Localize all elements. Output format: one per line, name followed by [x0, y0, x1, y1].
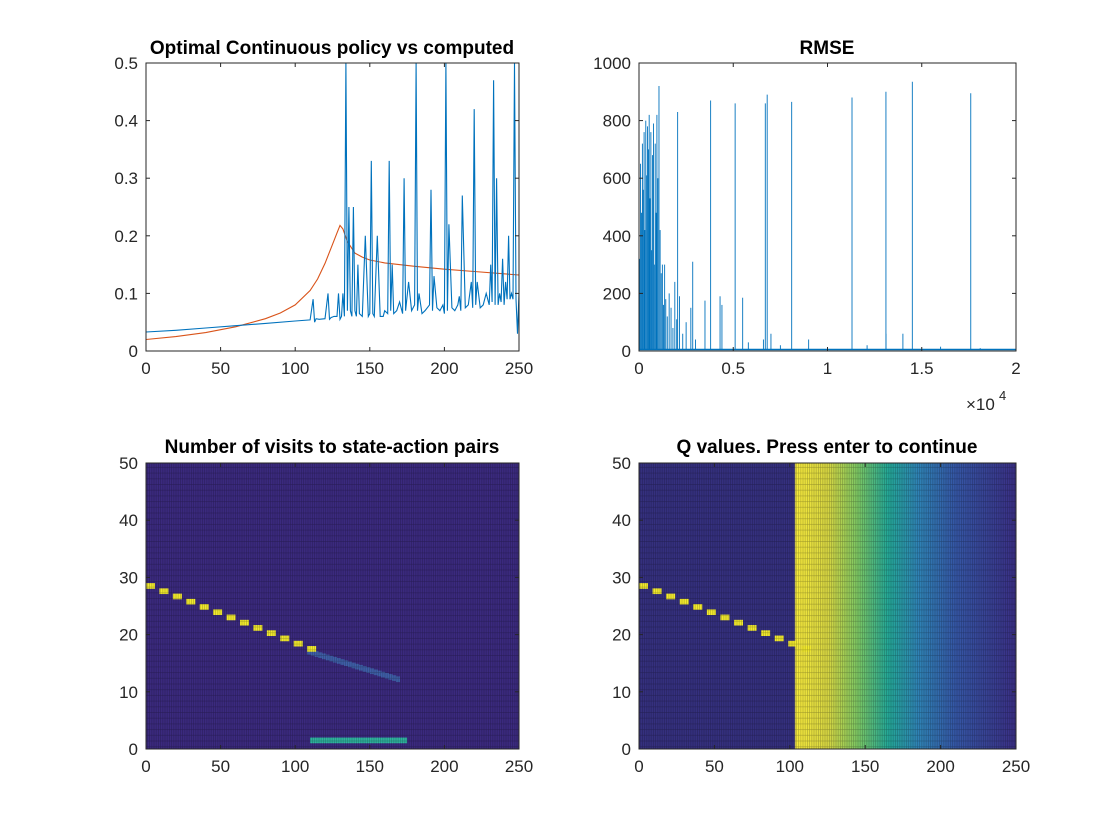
x-tick-label: 250 — [505, 757, 533, 776]
x-tick-label: 100 — [281, 359, 309, 378]
cell-grid — [146, 463, 519, 749]
rmse-plot-box — [638, 62, 1017, 352]
x-tick-label: 0 — [141, 757, 150, 776]
x-tick-label: 50 — [211, 359, 230, 378]
y-tick-label: 40 — [119, 511, 138, 530]
y-tick-label: 400 — [603, 227, 631, 246]
x-tick-label: 150 — [851, 757, 879, 776]
x-tick-label: 1 — [823, 359, 832, 378]
panel-rmse: RMSE 0 0.5 1 1.5 2 0 200 400 600 800 1000 ×10 4 — [593, 38, 1021, 414]
y-tick-label: 0.5 — [114, 54, 138, 73]
x-tick-label: 150 — [356, 757, 384, 776]
x-tick-label: 0 — [634, 757, 643, 776]
y-tick-label: 0 — [129, 342, 138, 361]
x-tick-label: 250 — [505, 359, 533, 378]
policy-plot-box — [145, 62, 520, 352]
x-tick-label: 100 — [281, 757, 309, 776]
y-tick-label: 0.4 — [114, 112, 138, 131]
x-tick-label: 50 — [705, 757, 724, 776]
y-tick-label: 20 — [119, 626, 138, 645]
x-tick-label: 0.5 — [721, 359, 745, 378]
rmse-chart-title: RMSE — [800, 38, 855, 59]
y-tick-label: 200 — [603, 284, 631, 303]
x-tick-label: 0 — [141, 359, 150, 378]
y-tick-label: 30 — [119, 568, 138, 587]
policy-chart-title: Optimal Continuous policy vs computed — [150, 38, 514, 59]
y-tick-label: 800 — [603, 112, 631, 131]
x-tick-label: 1.5 — [910, 359, 934, 378]
y-tick-label: 50 — [119, 454, 138, 473]
cell-grid — [639, 463, 1016, 749]
y-tick-label: 1000 — [593, 54, 631, 73]
x-tick-label: 200 — [430, 359, 458, 378]
x-tick-label: 2 — [1011, 359, 1020, 378]
y-tick-label: 0.1 — [114, 284, 138, 303]
x-tick-label: 200 — [926, 757, 954, 776]
x-tick-label: 50 — [211, 757, 230, 776]
rmse-x-multiplier: ×10 4 — [966, 388, 1006, 414]
y-tick-label: 600 — [603, 169, 631, 188]
panel-policy: Optimal Continuous policy vs computed 0 5… — [114, 38, 533, 378]
y-tick-label: 0.3 — [114, 169, 138, 188]
visits-chart-title: Number of visits to state-action pairs — [165, 437, 500, 458]
y-tick-label: 50 — [612, 454, 631, 473]
panel-visits: Number of visits to state-action pairs 0… — [119, 437, 533, 776]
svg-text:4: 4 — [999, 388, 1006, 403]
svg-text:×10: ×10 — [966, 395, 995, 414]
panel-qvalues: Q values. Press enter to continue 0 50 100… — [612, 437, 1030, 776]
visits-plot-box — [145, 462, 520, 750]
x-tick-label: 250 — [1002, 757, 1030, 776]
x-tick-label: 100 — [776, 757, 804, 776]
x-tick-label: 0 — [634, 359, 643, 378]
y-tick-label: 10 — [612, 683, 631, 702]
y-tick-label: 30 — [612, 568, 631, 587]
qvalues-plot-box — [638, 462, 1017, 750]
y-tick-label: 0 — [622, 342, 631, 361]
qvalues-chart-title: Q values. Press enter to continue — [677, 437, 978, 458]
y-tick-label: 0.2 — [114, 227, 138, 246]
y-tick-label: 0 — [622, 740, 631, 759]
y-tick-label: 20 — [612, 626, 631, 645]
y-tick-label: 0 — [129, 740, 138, 759]
y-tick-label: 10 — [119, 683, 138, 702]
y-tick-label: 40 — [612, 511, 631, 530]
optimal-policy-line — [146, 224, 519, 341]
computed-policy-line — [146, 63, 519, 334]
x-tick-label: 200 — [430, 757, 458, 776]
x-tick-label: 150 — [356, 359, 384, 378]
